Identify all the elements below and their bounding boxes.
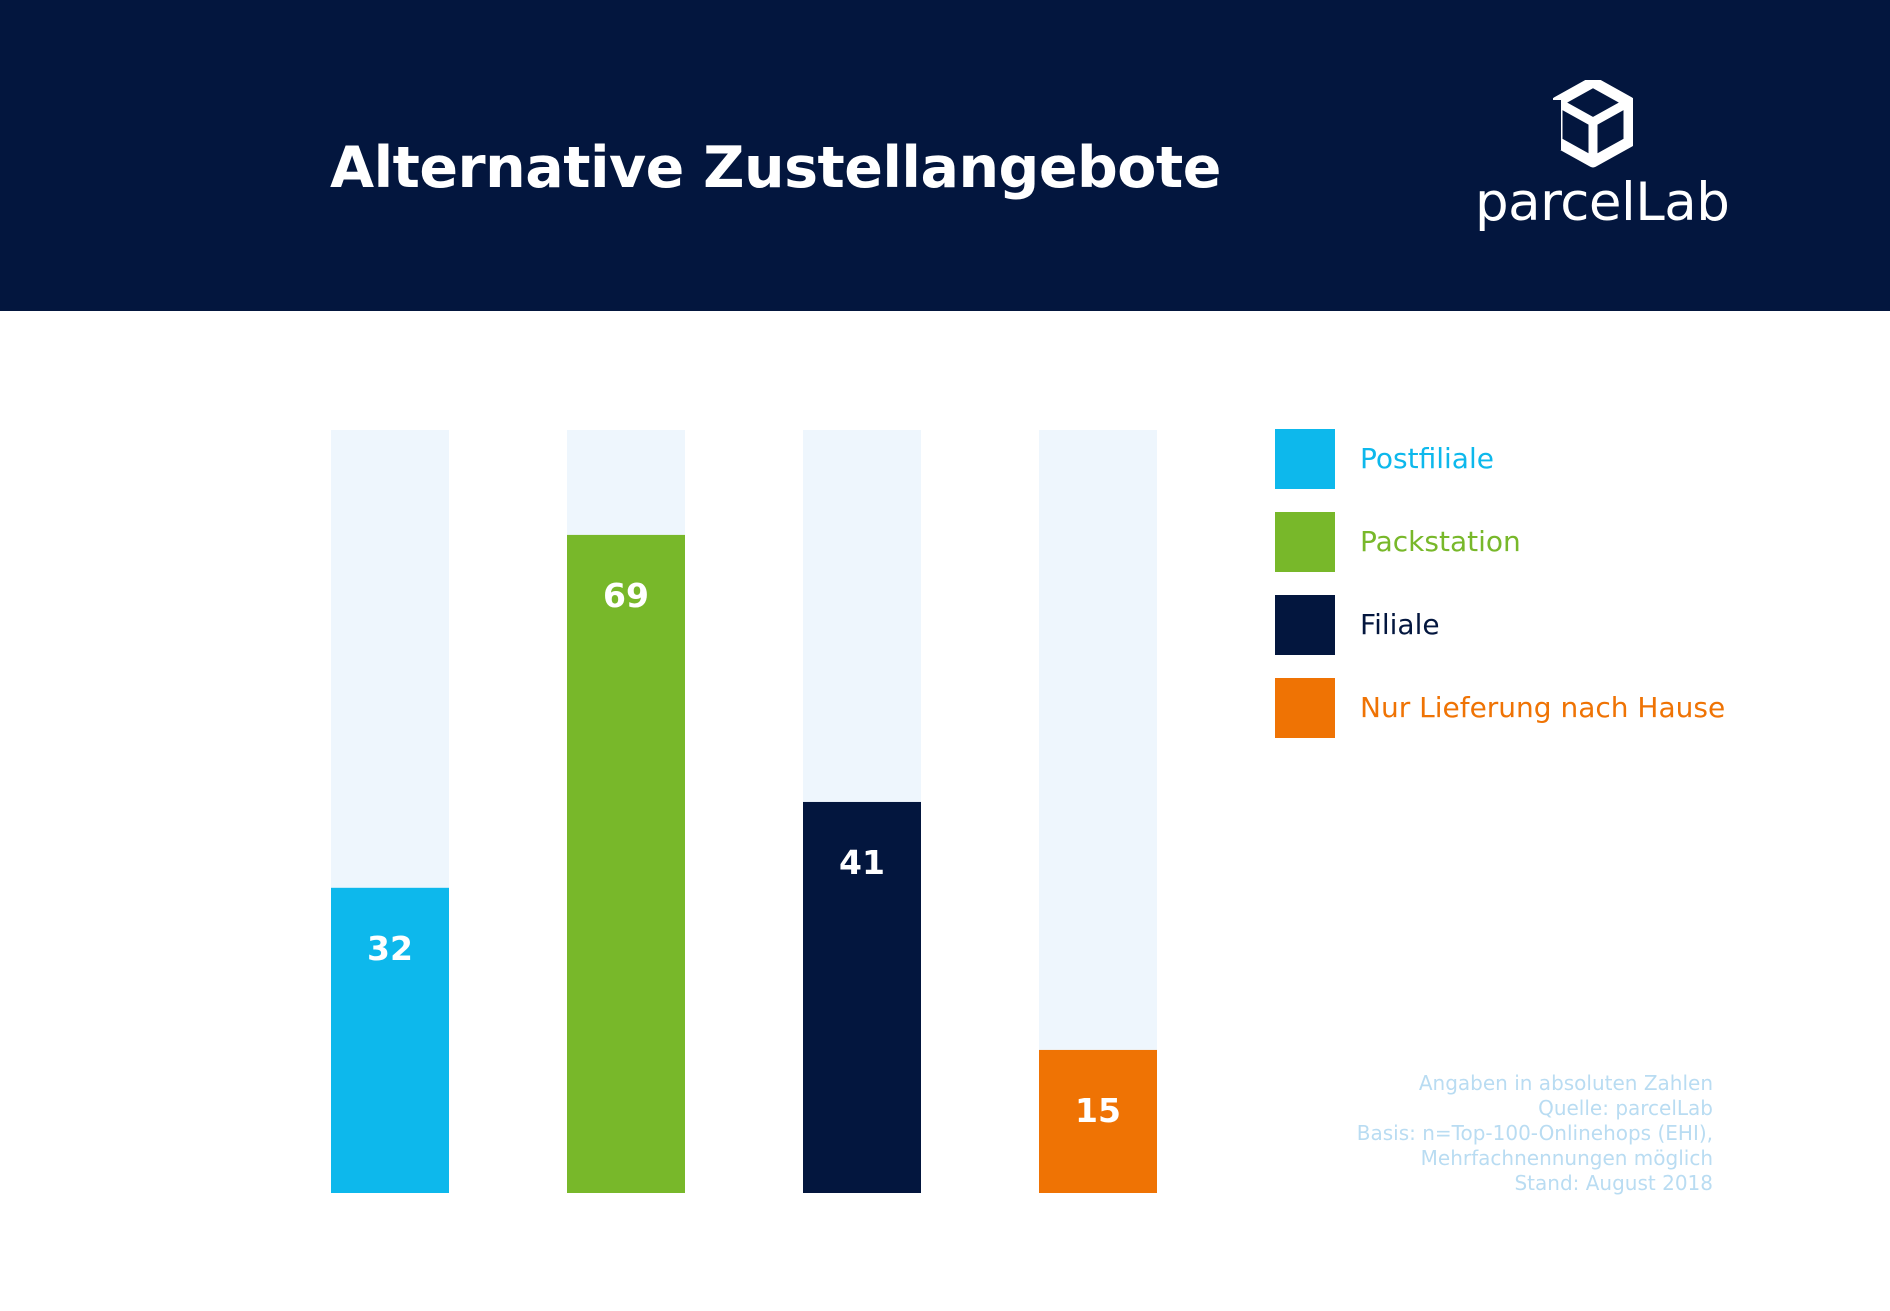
source-notes: Angaben in absoluten Zahlen Quelle: parc… (1357, 1071, 1713, 1196)
bar-value-label: 32 (367, 929, 413, 968)
header-banner: Alternative Zustellangebote parcelLab (0, 0, 1890, 311)
legend-swatch (1275, 429, 1335, 489)
bar-filiale (803, 801, 921, 1193)
legend-swatch (1275, 678, 1335, 738)
note-line: Angaben in absoluten Zahlen (1418, 1071, 1713, 1095)
parcellab-logo: parcelLab (1470, 80, 1730, 240)
legend-label: Packstation (1360, 525, 1521, 558)
logo-wordmark: parcelLab (1475, 172, 1730, 233)
legend-label: Nur Lieferung nach Hause (1360, 691, 1726, 724)
bar-value-label: 41 (839, 843, 885, 882)
note-line: Mehrfachnennungen möglich (1420, 1146, 1713, 1170)
chart-title: Alternative Zustellangebote (330, 135, 1221, 201)
legend-swatch (1275, 595, 1335, 655)
note-line: Quelle: parcelLab (1538, 1096, 1713, 1120)
legend-label: Postfiliale (1360, 442, 1494, 475)
parcellab-cube-icon (1553, 80, 1633, 168)
note-line: Basis: n=Top-100-Onlinehops (EHI), (1356, 1121, 1713, 1145)
bar-value-label: 69 (603, 576, 649, 615)
legend-label: Filiale (1360, 608, 1440, 641)
legend-swatch (1275, 512, 1335, 572)
bar-postfiliale (331, 887, 449, 1193)
note-line: Stand: August 2018 (1514, 1171, 1713, 1195)
bar-nur-lieferung-nach-hause (1039, 1049, 1157, 1193)
bar-packstation (567, 534, 685, 1193)
bar-value-label: 15 (1075, 1091, 1121, 1130)
